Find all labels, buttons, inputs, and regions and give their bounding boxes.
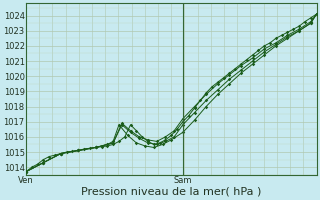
X-axis label: Pression niveau de la mer( hPa ): Pression niveau de la mer( hPa ): [81, 187, 261, 197]
